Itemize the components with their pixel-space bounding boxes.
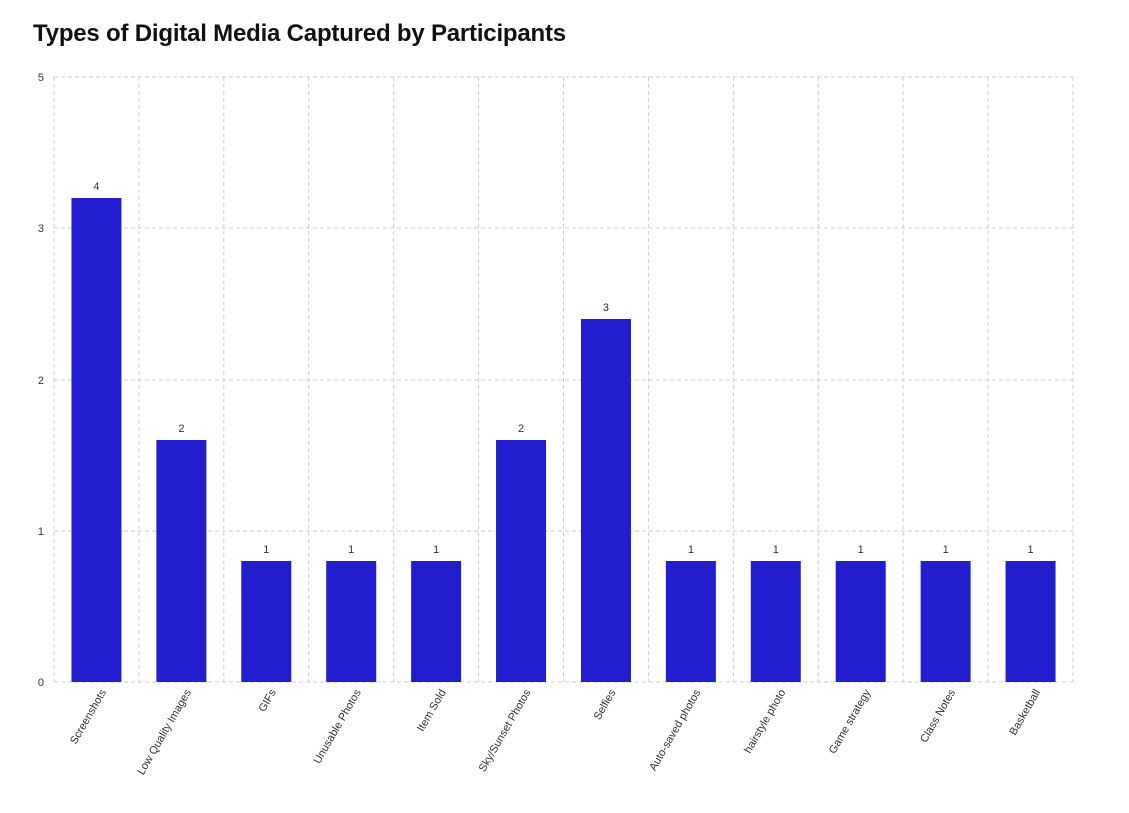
bar: [241, 561, 292, 682]
chart-title: Types of Digital Media Captured by Parti…: [33, 20, 566, 47]
x-tick-label: Sky/Sunset Photos: [477, 687, 534, 774]
bar: [156, 440, 207, 682]
x-tick-label: Class Notes: [918, 687, 958, 745]
data-label: 3: [603, 302, 609, 314]
bar: [1005, 561, 1056, 682]
bar: [835, 561, 886, 682]
x-tick-label: Selfies: [592, 687, 619, 722]
x-tick-label: Game strategy: [827, 687, 874, 756]
bar: [750, 561, 801, 682]
bar: [411, 561, 462, 682]
data-label: 1: [773, 544, 779, 556]
data-label: 2: [178, 423, 184, 435]
data-label: 1: [263, 544, 269, 556]
x-tick-label: Item Sold: [415, 688, 449, 734]
bar: [71, 198, 122, 682]
bar: [326, 561, 377, 682]
x-tick-label: Low Quality Images: [135, 687, 194, 777]
x-tick-label: Screenshots: [68, 687, 109, 746]
data-label: 1: [1027, 544, 1033, 556]
x-tick-label: hairstyle photo: [742, 688, 788, 756]
y-tick-label: 3: [38, 223, 44, 235]
x-tick-label: Auto-saved photos: [647, 687, 704, 773]
data-label: 1: [858, 544, 864, 556]
bar: [920, 561, 971, 682]
bar: [496, 440, 547, 682]
y-tick-label: 5: [38, 72, 44, 84]
data-label: 2: [518, 423, 524, 435]
data-label: 4: [93, 181, 99, 193]
x-tick-label: Unusable Photos: [312, 687, 365, 766]
y-tick-label: 0: [38, 677, 44, 689]
bar: [665, 561, 716, 682]
data-label: 1: [943, 544, 949, 556]
y-tick-label: 1: [38, 526, 44, 538]
bar: [580, 319, 631, 682]
data-label: 1: [433, 544, 439, 556]
x-tick-label: Basketball: [1007, 688, 1043, 738]
x-tick-label: GIFs: [257, 687, 280, 714]
data-label: 1: [688, 544, 694, 556]
data-label: 1: [348, 544, 354, 556]
y-tick-label: 2: [38, 375, 44, 387]
